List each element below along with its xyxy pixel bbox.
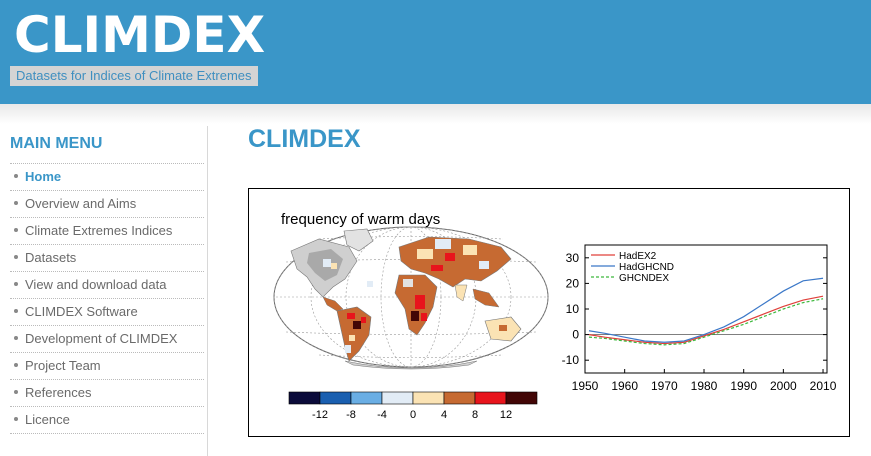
colorbar-tick-label: -8 — [346, 409, 356, 421]
menu-item-view-and-download-data[interactable]: View and download data — [10, 272, 204, 299]
climate-figure: frequency of warm days — [248, 188, 850, 437]
figure-svg: frequency of warm days — [273, 211, 837, 421]
colorbar-tick-label: 8 — [472, 409, 478, 421]
x-tick-label: 1980 — [691, 379, 718, 393]
bullet-icon — [14, 308, 18, 313]
bullet-icon — [14, 227, 18, 232]
menu-item-licence[interactable]: Licence — [10, 407, 204, 434]
y-tick-label: -10 — [562, 353, 580, 367]
bottom-text-cutoff — [300, 446, 750, 456]
bullet-icon — [14, 416, 18, 421]
x-tick-label: 1950 — [572, 379, 599, 393]
map-title: frequency of warm days — [281, 211, 440, 228]
colorbar-swatch — [443, 391, 476, 405]
sidebar-divider — [207, 126, 208, 456]
legend-label: GHCNDEX — [619, 273, 669, 284]
menu-item-label: Development of CLIMDEX — [25, 331, 178, 346]
y-tick-label: 0 — [572, 328, 579, 342]
colorbar-swatch — [505, 391, 538, 405]
menu-item-references[interactable]: References — [10, 380, 204, 407]
colorbar-tick-label: 4 — [441, 409, 447, 421]
bullet-icon — [14, 200, 18, 205]
series-line-ghcndex — [588, 298, 824, 346]
timeseries-chart: 1950 1960 1970 1980 1990 2000 20103020100-10Ha… — [562, 244, 837, 393]
y-tick-label: 20 — [566, 276, 580, 290]
colorbar-swatch — [474, 391, 507, 405]
menu-item-development-of-climdex[interactable]: Development of CLIMDEX — [10, 326, 204, 353]
page-title: CLIMDEX — [248, 125, 361, 153]
menu-item-overview-and-aims[interactable]: Overview and Aims — [10, 191, 204, 218]
x-tick-label: 2000 — [770, 379, 797, 393]
menu-item-label: Datasets — [25, 250, 77, 265]
main-menu-title: MAIN MENU — [10, 134, 204, 164]
bullet-icon — [14, 389, 18, 394]
menu-item-label: References — [25, 385, 92, 400]
x-tick-label: 1970 — [651, 379, 678, 393]
menu-item-climdex-software[interactable]: CLIMDEX Software — [10, 299, 204, 326]
menu-item-label: Home — [25, 169, 62, 184]
bullet-icon — [14, 173, 18, 178]
site-title[interactable]: CLIMDEX — [14, 6, 266, 64]
menu-item-climate-extremes-indices[interactable]: Climate Extremes Indices — [10, 218, 204, 245]
menu-item-home[interactable]: Home — [10, 164, 204, 191]
colorbar-swatch — [412, 391, 445, 405]
colorbar-swatch — [381, 391, 414, 405]
menu-item-label: Overview and Aims — [25, 196, 137, 211]
y-tick-label: 30 — [566, 251, 580, 265]
colorbar-tick-label: -4 — [377, 409, 387, 421]
legend-label: HadEX2 — [619, 251, 657, 262]
bullet-icon — [14, 254, 18, 259]
colorbar-tick-label: -12 — [312, 409, 328, 421]
bullet-icon — [14, 362, 18, 367]
menu-item-datasets[interactable]: Datasets — [10, 245, 204, 272]
world-map — [273, 226, 549, 370]
bullet-icon — [14, 335, 18, 340]
menu-item-label: View and download data — [25, 277, 167, 292]
colorbar-legend: -12 -8 -4 0 4 8 12 — [288, 391, 538, 421]
main-menu: MAIN MENU Home Overview and Aims Climate E… — [10, 134, 204, 434]
x-tick-label: 2010 — [810, 379, 837, 393]
series-line-hadghcnd — [588, 277, 824, 343]
menu-item-label: CLIMDEX Software — [25, 304, 138, 319]
y-tick-label: 10 — [566, 302, 580, 316]
series-line-hadex2 — [588, 295, 824, 345]
x-tick-label: 1960 — [611, 379, 638, 393]
menu-item-label: Project Team — [25, 358, 101, 373]
site-header: CLIMDEX Datasets for Indices of Climate … — [0, 0, 871, 104]
colorbar-tick-label: 12 — [500, 409, 512, 421]
menu-item-label: Climate Extremes Indices — [25, 223, 173, 238]
colorbar-tick-label: 0 — [410, 409, 416, 421]
menu-item-project-team[interactable]: Project Team — [10, 353, 204, 380]
main-menu-list: Home Overview and Aims Climate Extremes In… — [10, 164, 204, 434]
header-shadow — [0, 104, 871, 124]
legend-label: HadGHCND — [619, 262, 674, 273]
site-tagline: Datasets for Indices of Climate Extremes — [10, 66, 258, 86]
menu-item-label: Licence — [25, 412, 70, 427]
colorbar-swatch — [319, 391, 352, 405]
bullet-icon — [14, 281, 18, 286]
x-tick-label: 1990 — [730, 379, 757, 393]
colorbar-swatch — [350, 391, 383, 405]
colorbar-swatch — [288, 391, 321, 405]
